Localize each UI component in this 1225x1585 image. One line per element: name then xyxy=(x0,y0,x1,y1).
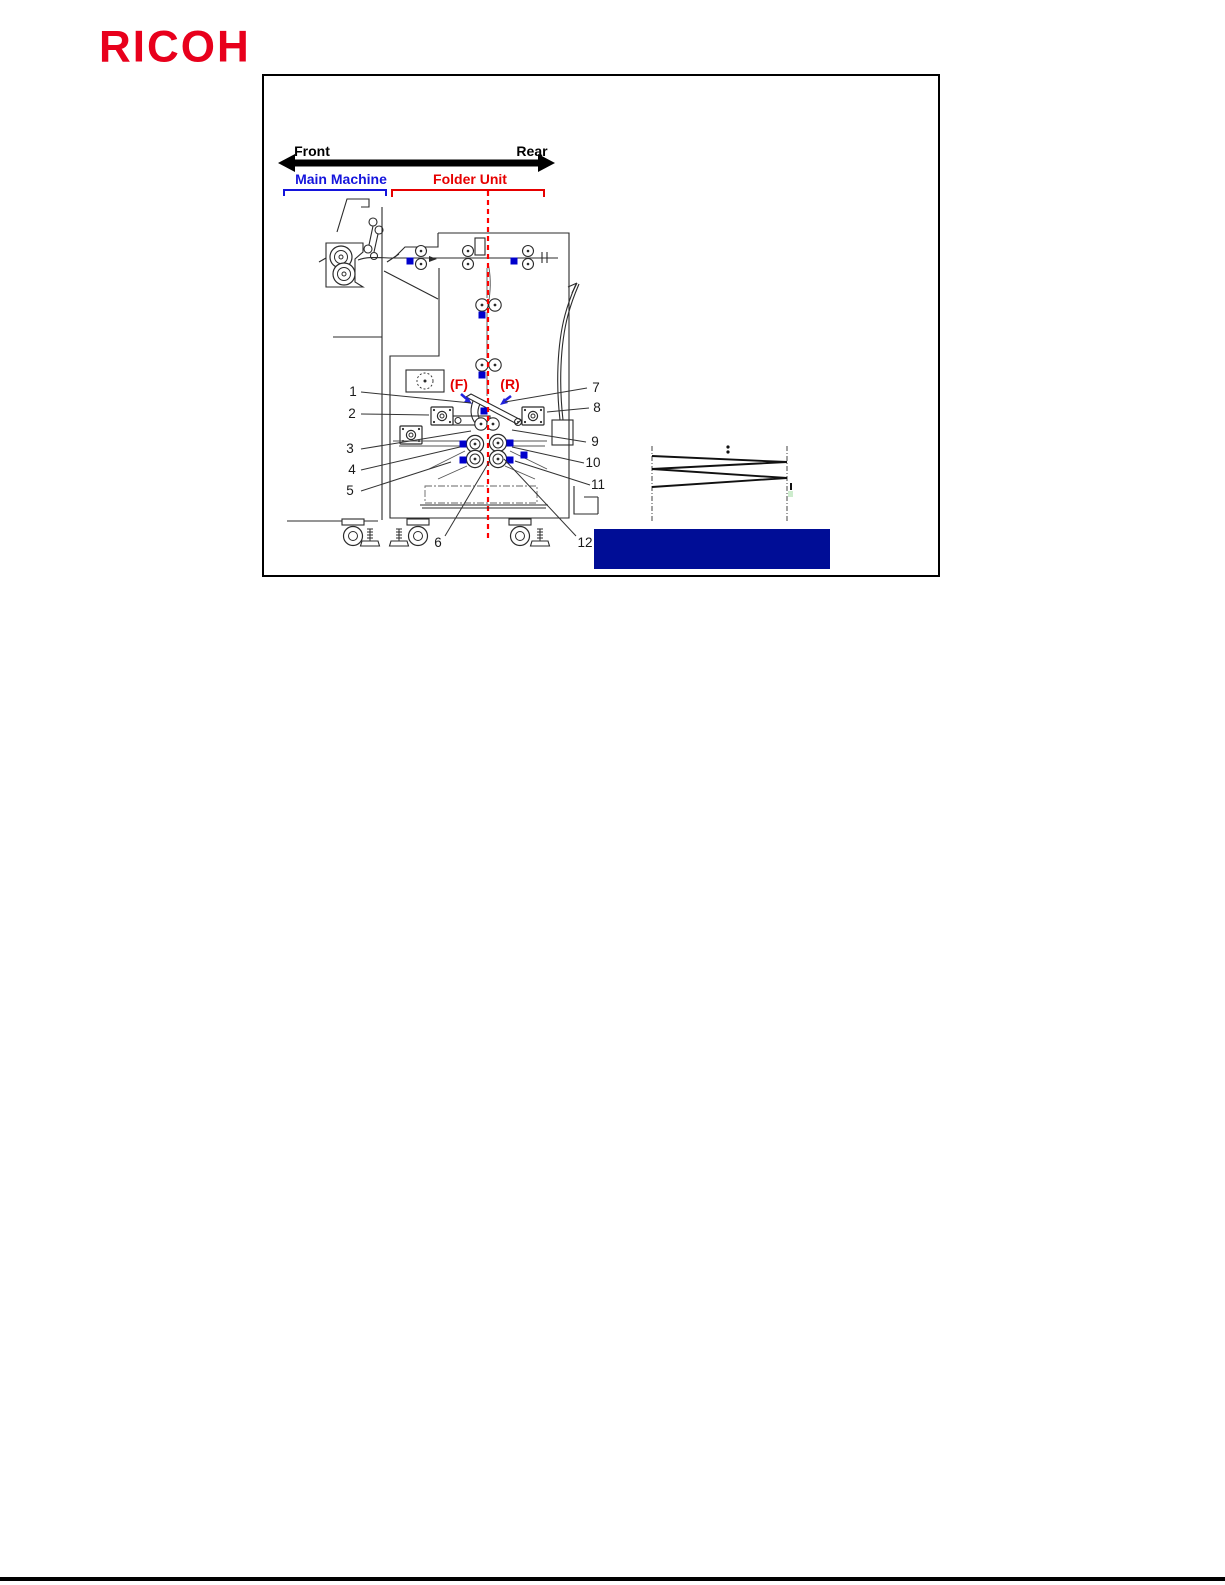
folder-unit-bracket xyxy=(391,189,545,197)
sensor-squares xyxy=(406,257,528,464)
fold-motor-right xyxy=(521,406,545,426)
folder-unit-label: Folder Unit xyxy=(433,171,507,187)
main-machine-bracket xyxy=(283,189,387,196)
rear-label: Rear xyxy=(516,143,548,159)
callout-12: 12 xyxy=(577,535,592,550)
callout-1: 1 xyxy=(349,384,357,399)
callout-10: 10 xyxy=(585,455,600,470)
callout-leader-lines xyxy=(360,387,591,537)
callout-numbers: 1 2 3 4 5 6 7 8 9 10 11 12 xyxy=(346,380,605,550)
front-label: Front xyxy=(294,143,330,159)
callout-2: 2 xyxy=(348,406,356,421)
machine-cross-section-diagram: Front Rear Main Machine Folder Unit xyxy=(278,143,830,569)
fanfold-green-mark xyxy=(788,491,793,497)
arrowhead-right-icon xyxy=(538,154,555,172)
direction-arrow xyxy=(278,154,555,172)
pointer-arrowhead-right-icon xyxy=(500,398,508,405)
exit-roller xyxy=(332,262,356,286)
callout-6: 6 xyxy=(434,535,442,550)
base-and-casters xyxy=(341,485,551,547)
figure-frame: Front Rear Main Machine Folder Unit xyxy=(262,74,940,577)
front-side-marker: (F) xyxy=(450,376,468,392)
callout-3: 3 xyxy=(346,441,354,456)
ellipsis-dot xyxy=(726,450,730,454)
folder-unit-outline xyxy=(383,232,570,519)
callout-4: 4 xyxy=(348,462,356,477)
ellipsis-dot xyxy=(726,445,730,449)
callout-11: 11 xyxy=(591,477,605,492)
arrowhead-left-icon xyxy=(278,154,295,172)
callout-8: 8 xyxy=(593,400,601,415)
fold-mechanism xyxy=(393,369,548,480)
main-machine-label: Main Machine xyxy=(295,171,387,187)
fold-motor-left xyxy=(430,406,454,426)
callout-9: 9 xyxy=(591,434,599,449)
rear-side-marker: (R) xyxy=(500,376,519,392)
ricoh-logo: RICOH xyxy=(99,21,251,72)
entry-paper-path xyxy=(357,237,558,301)
callout-7: 7 xyxy=(592,380,600,395)
page-bottom-rule xyxy=(0,1577,1225,1581)
main-machine-outline xyxy=(287,198,384,522)
redaction-box xyxy=(594,529,830,569)
callout-5: 5 xyxy=(346,483,354,498)
fanfold-diagram xyxy=(651,445,793,521)
